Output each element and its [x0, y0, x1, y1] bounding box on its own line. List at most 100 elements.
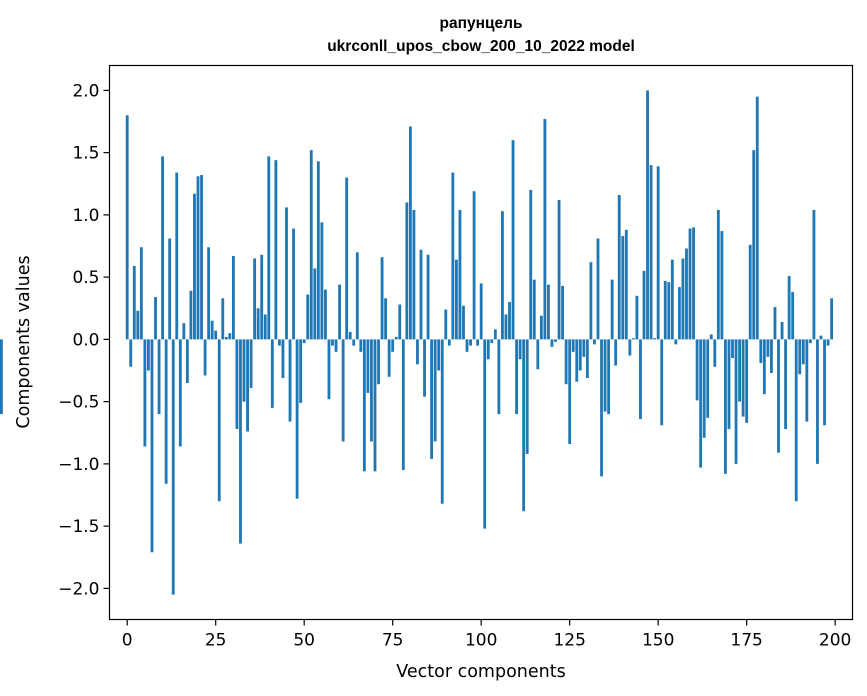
bar — [812, 209, 816, 340]
chart-subtitle: ukrconll_upos_cbow_200_10_2022 model — [327, 38, 635, 55]
bar — [674, 339, 678, 345]
bar — [490, 339, 494, 344]
bar — [185, 339, 189, 383]
y-tick-label: 1.0 — [72, 206, 99, 226]
bar — [324, 289, 327, 340]
bar — [539, 315, 543, 340]
bar — [731, 339, 734, 359]
bar — [377, 339, 380, 385]
y-tick-label: 2.0 — [72, 81, 99, 101]
bar — [139, 247, 143, 340]
bar — [338, 284, 341, 340]
bar — [603, 339, 607, 412]
bar — [532, 279, 536, 340]
bar — [143, 339, 147, 447]
x-tick-label: 125 — [553, 631, 585, 651]
bar — [433, 339, 437, 442]
x-tick-label: 25 — [205, 631, 227, 651]
bar — [196, 176, 200, 340]
bar — [465, 339, 469, 352]
bar — [161, 156, 165, 340]
bar — [578, 339, 582, 371]
bar — [663, 280, 667, 340]
bar — [447, 339, 451, 346]
bar — [547, 284, 550, 340]
bar — [380, 257, 384, 340]
bar — [504, 314, 508, 340]
bar — [557, 199, 561, 340]
bar — [345, 177, 349, 340]
bar — [646, 90, 649, 340]
bar — [440, 339, 444, 504]
bar — [564, 339, 568, 385]
bar — [486, 339, 490, 360]
bar — [285, 207, 288, 340]
bar — [493, 329, 497, 340]
bar — [391, 339, 395, 352]
bar — [568, 339, 572, 444]
bar — [755, 96, 759, 340]
x-tick-label: 175 — [730, 631, 762, 651]
bar — [752, 150, 756, 340]
bar — [791, 292, 795, 340]
bar — [497, 339, 501, 415]
bar — [685, 248, 688, 340]
bar — [522, 339, 526, 512]
bar — [373, 339, 377, 472]
bar — [454, 259, 458, 340]
bar — [299, 339, 303, 403]
bar — [784, 339, 788, 430]
bar — [0, 339, 3, 415]
bar — [607, 339, 611, 415]
bar — [805, 339, 809, 422]
bar — [511, 140, 515, 340]
x-axis-ticks: 0 25 50 75 100 125 150 175 200 — [122, 619, 851, 651]
bar — [171, 339, 175, 595]
bar — [501, 211, 504, 340]
bar — [469, 339, 472, 346]
bar — [830, 298, 834, 340]
bar — [582, 339, 586, 357]
bar — [642, 270, 646, 340]
bar — [288, 339, 292, 422]
x-tick-label: 150 — [642, 631, 674, 651]
bar — [589, 262, 593, 340]
bar — [260, 254, 264, 340]
bar — [408, 126, 412, 340]
bar — [249, 339, 253, 388]
bar — [147, 339, 150, 371]
bar — [412, 209, 416, 340]
bar — [734, 339, 738, 464]
bar — [709, 334, 713, 340]
bar — [649, 165, 653, 340]
bar — [759, 339, 763, 364]
bar — [228, 333, 232, 340]
bar — [801, 339, 805, 365]
y-tick-label: −1.5 — [58, 517, 99, 537]
bar — [794, 339, 798, 502]
bar — [313, 268, 317, 340]
bar — [816, 339, 819, 464]
chart-title: рапунцель — [440, 15, 523, 32]
bar — [600, 339, 603, 477]
bar — [472, 191, 476, 340]
bar — [639, 339, 642, 420]
bar — [515, 339, 518, 415]
bar — [270, 339, 274, 408]
bar — [295, 339, 299, 499]
bar — [476, 339, 480, 346]
bar — [593, 339, 596, 345]
bar — [518, 339, 522, 360]
bar — [745, 339, 749, 423]
bar — [256, 308, 260, 340]
bar — [716, 209, 720, 340]
bar — [748, 244, 752, 340]
bar — [554, 339, 557, 342]
bar — [348, 331, 352, 340]
bar — [585, 339, 589, 378]
bar — [444, 309, 448, 340]
bar — [724, 339, 727, 474]
bar — [624, 229, 628, 340]
bar — [210, 320, 214, 340]
bar — [175, 172, 179, 340]
